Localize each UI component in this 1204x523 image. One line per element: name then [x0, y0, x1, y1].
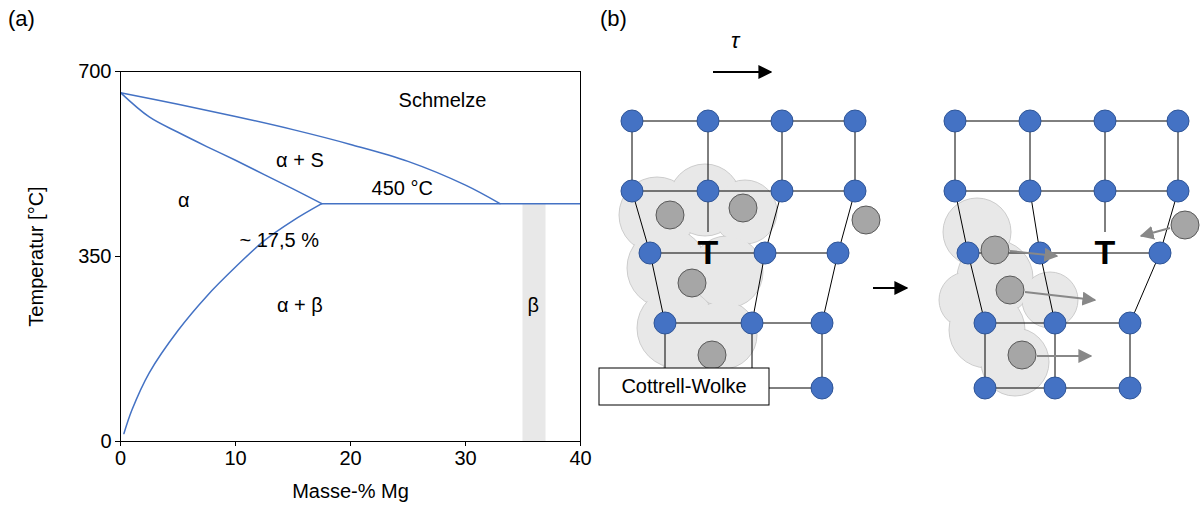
svg-text:T: T — [698, 233, 719, 271]
svg-text:α + S: α + S — [276, 149, 324, 171]
svg-text:α + β: α + β — [277, 294, 323, 316]
svg-text:40: 40 — [569, 447, 591, 469]
svg-text:350: 350 — [78, 245, 111, 267]
svg-text:~ 17,5 %: ~ 17,5 % — [239, 229, 319, 251]
html-text:(a): (a) — [8, 6, 35, 31]
svg-text:10: 10 — [224, 447, 246, 469]
svg-text:0: 0 — [100, 430, 111, 452]
svg-text:(b): (b) — [600, 6, 627, 31]
svg-text:Masse-% Mg: Masse-% Mg — [292, 480, 409, 502]
svg-text:20: 20 — [339, 447, 361, 469]
svg-text:τ: τ — [731, 28, 741, 53]
svg-text:β: β — [528, 294, 540, 316]
svg-text:30: 30 — [454, 447, 476, 469]
svg-text:Temperatur [°C]: Temperatur [°C] — [25, 186, 47, 326]
svg-text:α: α — [178, 189, 190, 211]
svg-text:Cottrell-Wolke: Cottrell-Wolke — [621, 375, 746, 397]
svg-text:T: T — [1095, 233, 1116, 271]
svg-text:700: 700 — [78, 60, 111, 82]
svg-text:0: 0 — [115, 447, 126, 469]
svg-text:450 °C: 450 °C — [372, 177, 433, 199]
svg-text:Schmelze: Schmelze — [399, 89, 487, 111]
